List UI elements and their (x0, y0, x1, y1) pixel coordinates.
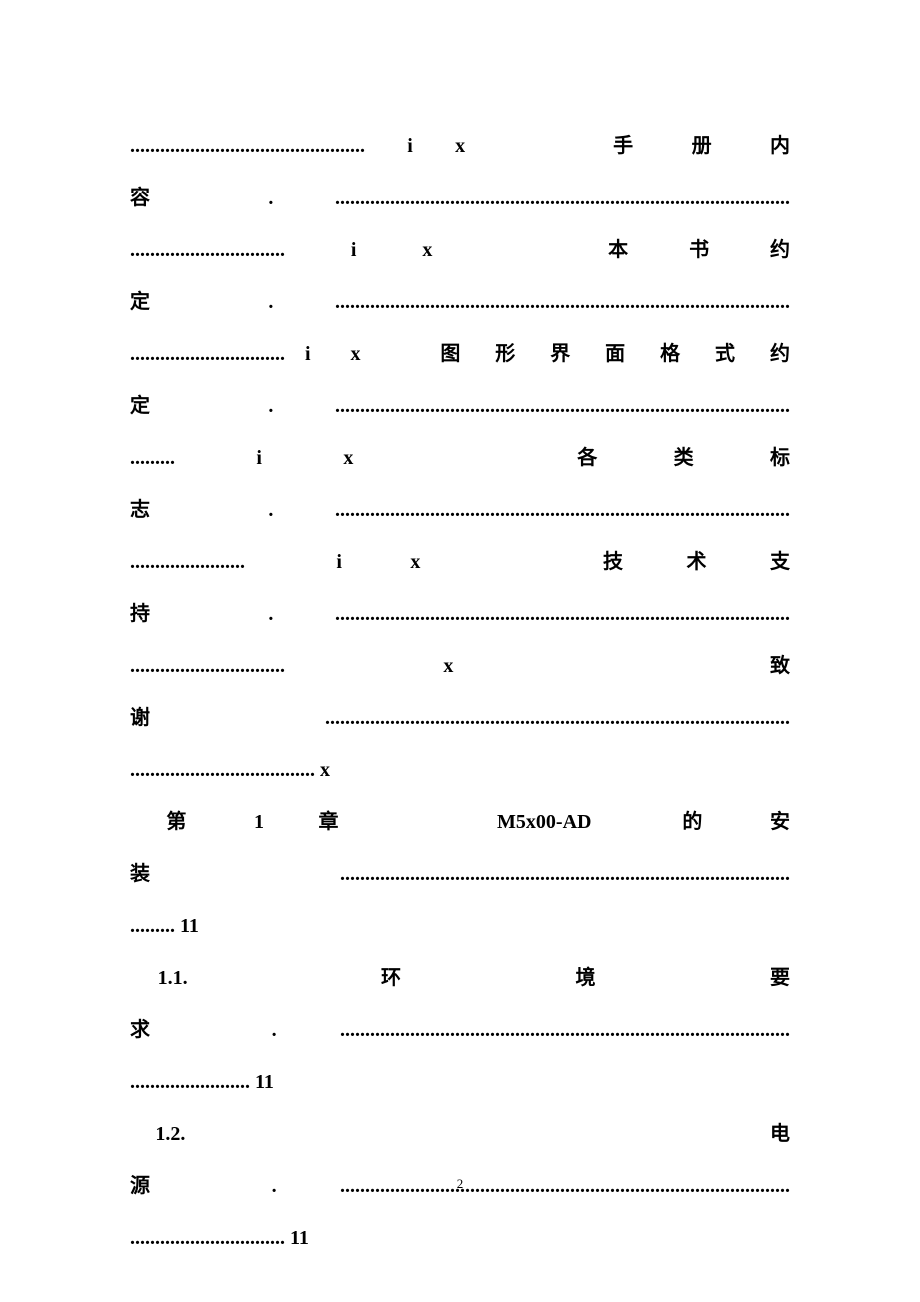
toc-line: ........................................… (130, 120, 790, 172)
toc-line: 定 . ....................................… (130, 276, 790, 328)
toc-line: ..................................... x (130, 744, 790, 796)
toc-line: 持 . ....................................… (130, 588, 790, 640)
section-line: ........................ 11 (130, 1056, 790, 1108)
toc-line: ............................... i x 本 书 … (130, 224, 790, 276)
section-line: 求 . ....................................… (130, 1004, 790, 1056)
page-content: ........................................… (130, 120, 790, 1264)
toc-line: ............................... i x 图 形 … (130, 328, 790, 380)
chapter-line: 装 ......................................… (130, 848, 790, 900)
section-line: 1.1. 环 境 要 (130, 952, 790, 1004)
toc-line: 定 . ....................................… (130, 380, 790, 432)
toc-line: ......... i x 各 类 标 (130, 432, 790, 484)
page-number: 2 (0, 1176, 920, 1192)
toc-line: 谢 ......................................… (130, 692, 790, 744)
toc-line: 志 . ....................................… (130, 484, 790, 536)
chapter-line: ......... 11 (130, 900, 790, 952)
toc-line: ............................... x 致 (130, 640, 790, 692)
toc-line: ....................... i x 技 术 支 (130, 536, 790, 588)
chapter-line: 第 1 章 M5x00-AD 的 安 (130, 796, 790, 848)
toc-line: 容 . ....................................… (130, 172, 790, 224)
section-line: ............................... 11 (130, 1212, 790, 1264)
section-line: 1.2. 电 (130, 1108, 790, 1160)
